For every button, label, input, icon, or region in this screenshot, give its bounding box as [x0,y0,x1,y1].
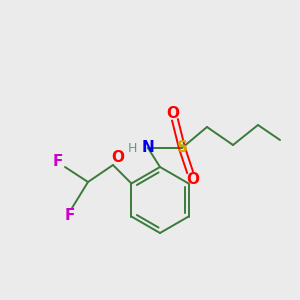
Text: O: O [112,151,124,166]
Text: F: F [53,154,63,169]
Text: F: F [65,208,75,223]
Text: H: H [127,142,137,154]
Text: S: S [176,140,188,155]
Text: N: N [142,140,154,155]
Text: O: O [167,106,179,121]
Text: O: O [187,172,200,187]
